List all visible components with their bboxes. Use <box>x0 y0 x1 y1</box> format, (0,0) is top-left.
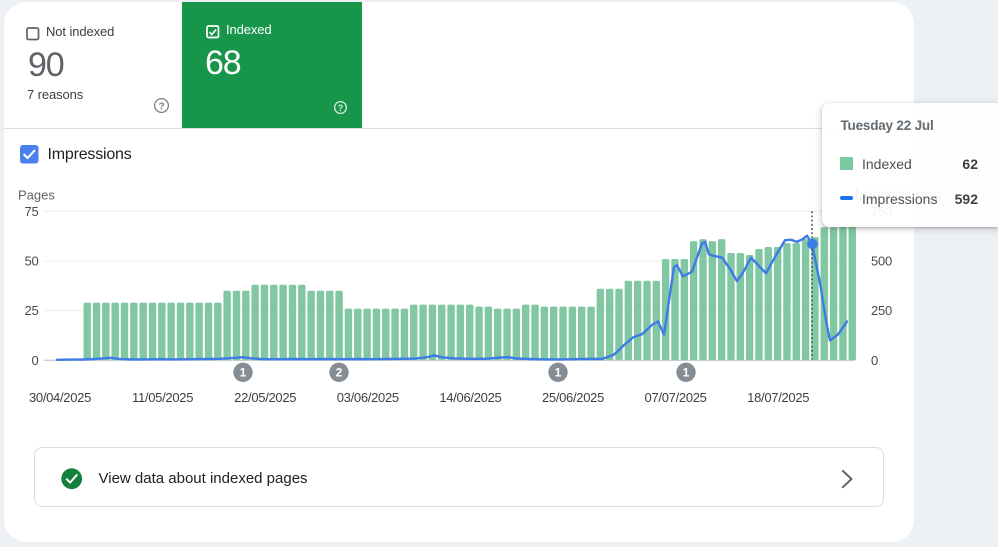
svg-text:?: ? <box>338 103 344 113</box>
svg-text:?: ? <box>158 101 164 112</box>
